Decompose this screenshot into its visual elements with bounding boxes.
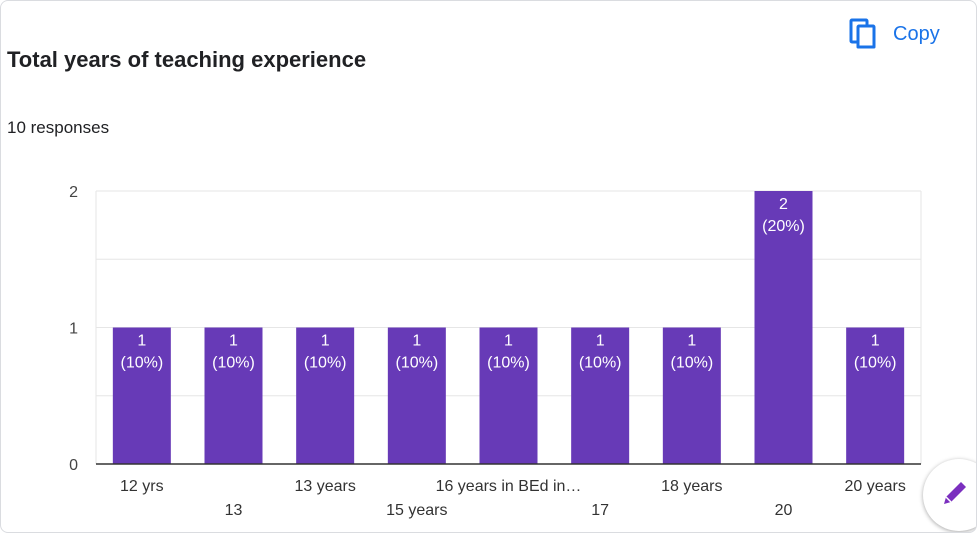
x-tick-label: 20 years — [844, 478, 905, 495]
edit-button[interactable] — [923, 459, 976, 531]
bar-percent-label: (10%) — [120, 355, 163, 372]
bar — [571, 327, 630, 464]
bar-value-label: 1 — [137, 333, 146, 350]
bar-value-label: 1 — [871, 333, 880, 350]
bar-percent-label: (20%) — [762, 218, 805, 235]
bar-percent-label: (10%) — [579, 355, 622, 372]
y-tick-label: 1 — [69, 321, 78, 338]
response-count: 10 responses — [7, 118, 110, 137]
bar-value-label: 1 — [504, 333, 513, 350]
bar-value-label: 1 — [687, 333, 696, 350]
bar — [479, 327, 538, 464]
bar-percent-label: (10%) — [212, 355, 255, 372]
y-tick-label: 2 — [69, 184, 78, 201]
bar — [662, 327, 721, 464]
bar — [846, 327, 905, 464]
copy-icon — [849, 18, 876, 49]
y-tick-label: 0 — [69, 457, 78, 474]
x-tick-label: 18 years — [661, 478, 722, 495]
x-tick-label: 13 — [225, 502, 243, 519]
bar-value-label: 1 — [321, 333, 330, 350]
bar — [204, 327, 263, 464]
x-tick-label: 17 — [591, 502, 609, 519]
x-tick-label: 12 yrs — [120, 478, 164, 495]
pencil-icon — [944, 482, 966, 504]
bar-percent-label: (10%) — [854, 355, 897, 372]
bar-value-label: 1 — [412, 333, 421, 350]
copy-label: Copy — [893, 22, 940, 45]
bar-percent-label: (10%) — [395, 355, 438, 372]
bar — [387, 327, 446, 464]
x-tick-label: 16 years in BEd in… — [436, 478, 582, 495]
bar-value-label: 1 — [229, 333, 238, 350]
bar-value-label: 1 — [596, 333, 605, 350]
chart-title: Total years of teaching experience — [7, 47, 367, 72]
bar-value-label: 2 — [779, 196, 788, 213]
bar-percent-label: (10%) — [304, 355, 347, 372]
bar — [112, 327, 171, 464]
bar-percent-label: (10%) — [670, 355, 713, 372]
x-tick-label: 20 — [775, 502, 793, 519]
x-tick-label: 15 years — [386, 502, 447, 519]
copy-button[interactable]: Copy — [849, 17, 940, 51]
x-tick-label: 13 years — [294, 478, 355, 495]
bar-percent-label: (10%) — [487, 355, 530, 372]
bar — [754, 191, 813, 464]
bar — [296, 327, 355, 464]
